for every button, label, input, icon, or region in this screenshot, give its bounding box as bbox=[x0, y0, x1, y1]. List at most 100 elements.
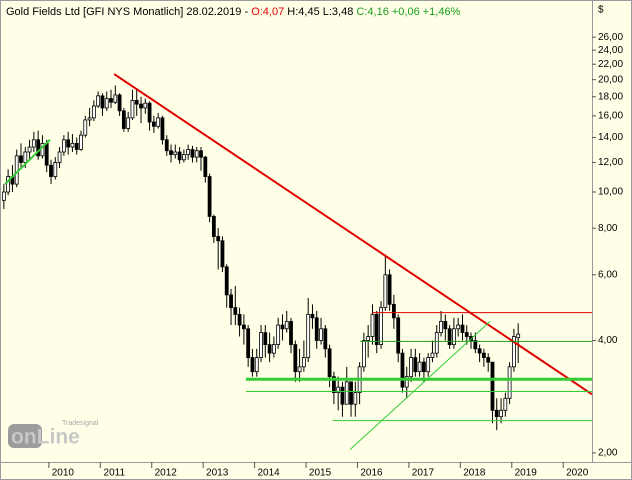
candle-body bbox=[490, 361, 495, 411]
y-tick-label: 8,00 bbox=[598, 223, 618, 234]
candle bbox=[396, 314, 401, 363]
candle bbox=[117, 93, 122, 116]
candle-body bbox=[49, 164, 53, 177]
candle-body bbox=[147, 102, 152, 123]
candle-body bbox=[481, 352, 486, 358]
candle bbox=[233, 285, 238, 326]
candle bbox=[473, 332, 478, 354]
candle bbox=[353, 381, 358, 417]
candle bbox=[130, 89, 135, 120]
candle bbox=[297, 348, 302, 382]
candle bbox=[486, 353, 491, 372]
candle-body bbox=[134, 99, 139, 105]
candle bbox=[417, 353, 422, 377]
candle bbox=[57, 147, 62, 168]
y-axis-unit: $ bbox=[598, 5, 604, 16]
candle bbox=[503, 392, 508, 417]
candle-body bbox=[113, 94, 118, 103]
candle bbox=[199, 147, 203, 171]
candle bbox=[267, 332, 272, 363]
candle bbox=[66, 131, 71, 155]
y-tick-label: 26,00 bbox=[598, 32, 623, 43]
candle-body bbox=[512, 336, 516, 368]
candle bbox=[426, 353, 431, 377]
candle-body bbox=[370, 313, 375, 337]
candle bbox=[430, 340, 435, 363]
candle bbox=[477, 344, 482, 363]
candle bbox=[383, 254, 388, 311]
candle-body bbox=[220, 240, 225, 268]
candle bbox=[160, 115, 165, 145]
candle-body bbox=[361, 340, 366, 368]
candle bbox=[143, 98, 148, 114]
candle-body bbox=[6, 176, 11, 193]
candle-body bbox=[344, 381, 349, 405]
candle-body bbox=[91, 105, 96, 119]
candle bbox=[19, 143, 23, 170]
candle bbox=[460, 314, 465, 341]
candle-body bbox=[61, 139, 66, 153]
candle-body bbox=[104, 98, 109, 109]
candle bbox=[126, 111, 131, 132]
candle-body bbox=[169, 150, 173, 155]
x-tick-label: 2019 bbox=[515, 468, 538, 479]
candle bbox=[100, 93, 105, 116]
candle bbox=[340, 381, 345, 417]
plot-area bbox=[1, 85, 521, 431]
candle-body bbox=[186, 149, 191, 155]
candle-body bbox=[237, 313, 242, 326]
watermark-product: onLine bbox=[11, 426, 80, 449]
candle-body bbox=[396, 317, 401, 354]
candle-body bbox=[379, 307, 383, 346]
candle-body bbox=[57, 151, 62, 163]
candle-body bbox=[332, 376, 336, 394]
y-tick-label: 20,00 bbox=[598, 74, 623, 85]
candle-body bbox=[413, 357, 418, 373]
candle bbox=[490, 361, 495, 424]
candle-body bbox=[224, 266, 229, 296]
candle bbox=[31, 131, 36, 153]
y-tick-label: 4,00 bbox=[598, 335, 618, 346]
candle-body bbox=[79, 134, 83, 150]
candle bbox=[186, 144, 191, 160]
candle-body bbox=[31, 139, 36, 148]
candle-body bbox=[160, 117, 165, 141]
candle bbox=[280, 314, 285, 341]
candle bbox=[216, 228, 221, 270]
header-high-low: H:4,45 L:3,48 bbox=[287, 6, 353, 18]
candle bbox=[507, 362, 512, 405]
candle-body bbox=[250, 357, 255, 373]
y-tick-label: 10,00 bbox=[598, 187, 623, 198]
candle-body bbox=[211, 216, 216, 237]
x-tick-label: 2012 bbox=[155, 468, 178, 479]
candle bbox=[79, 130, 83, 151]
candle-body bbox=[383, 274, 388, 309]
candle-body bbox=[190, 149, 195, 158]
candle bbox=[439, 310, 443, 337]
candle bbox=[319, 317, 323, 345]
candle bbox=[121, 107, 126, 132]
candle bbox=[173, 144, 178, 159]
candle-body bbox=[267, 344, 272, 354]
candle-body bbox=[323, 328, 328, 350]
candle bbox=[203, 155, 208, 183]
candle bbox=[169, 144, 173, 163]
candle-body bbox=[409, 357, 413, 378]
candle-body bbox=[494, 409, 499, 418]
candle-body bbox=[387, 274, 392, 305]
y-tick-label: 24,00 bbox=[598, 45, 623, 56]
candle-body bbox=[366, 336, 371, 341]
candle bbox=[263, 325, 268, 358]
candle-body bbox=[130, 99, 135, 119]
candle-body bbox=[447, 328, 452, 346]
candle-body bbox=[516, 333, 521, 339]
trend-line bbox=[4, 139, 51, 185]
candle-body bbox=[426, 357, 431, 373]
candle-body bbox=[276, 324, 281, 346]
candle-body bbox=[109, 98, 113, 103]
candle bbox=[374, 310, 379, 354]
candle bbox=[49, 159, 53, 185]
candle bbox=[370, 304, 375, 345]
candle-body bbox=[74, 142, 79, 150]
